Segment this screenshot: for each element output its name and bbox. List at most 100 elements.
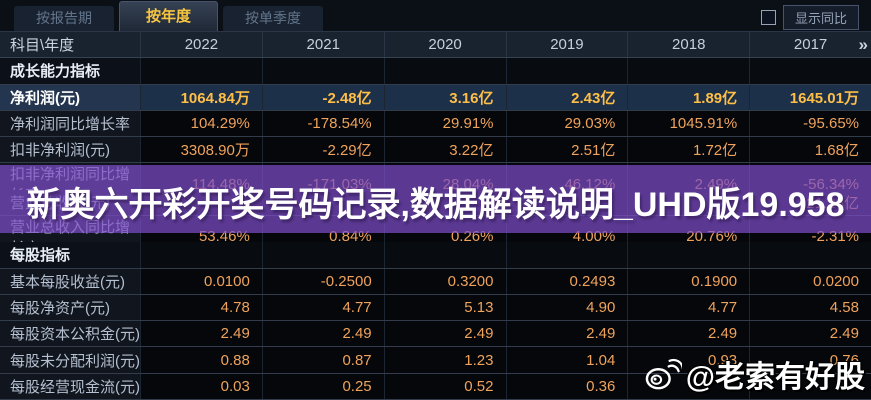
- cell: 2.43亿: [505, 84, 628, 110]
- cell: [140, 242, 262, 268]
- cell: [749, 373, 871, 399]
- cell: [261, 58, 384, 84]
- cell: 21.26亿: [749, 189, 871, 215]
- cell: 2.49: [261, 321, 384, 347]
- cell: 0.0200: [749, 268, 871, 294]
- cell: 4.77: [261, 294, 384, 321]
- cell: 0.0100: [140, 268, 262, 294]
- row-label: 基本每股收益(元): [0, 268, 140, 294]
- cell: -0.2500: [261, 268, 384, 294]
- table-row-net-profit[interactable]: 净利润(元) 1064.84万 -2.48亿 3.16亿 2.43亿 1.89亿…: [0, 84, 871, 111]
- row-label: 扣非净利润(元): [0, 137, 140, 163]
- cell: 4.77: [627, 294, 750, 321]
- cell: -2.29亿: [261, 137, 384, 163]
- header-year-2019: 2019: [505, 32, 628, 58]
- table-row-basic-eps[interactable]: 基本每股收益(元) 0.0100 -0.2500 0.3200 0.2493 0…: [0, 268, 871, 295]
- table-header-row: 科目\年度 2022 2021 2020 2019 2018 2017 »: [0, 32, 871, 59]
- section-label: 每股指标: [0, 242, 140, 268]
- cell: 2.49: [383, 321, 506, 347]
- table-row-operating-cashflow-per-share[interactable]: 每股经营现金流(元) 0.03 0.25 0.52 0.36: [0, 373, 871, 400]
- cell: 1645.01万: [749, 84, 871, 110]
- section-row-growth: 成长能力指标: [0, 58, 871, 85]
- table-row-net-asset-per-share[interactable]: 每股净资产(元) 4.78 4.77 5.13 4.90 4.77 4.58: [0, 294, 871, 322]
- table-row-total-revenue-yoy[interactable]: 营业总收入同比增长率 53.46% 0.84% 0.26% 4.00% 20.7…: [0, 215, 871, 258]
- row-label: 每股资本公积金(元): [0, 321, 140, 347]
- cell: [627, 189, 750, 215]
- cell: 1.72亿: [627, 137, 750, 163]
- financial-table: 科目\年度 2022 2021 2020 2019 2018 2017 » 成长…: [0, 32, 871, 400]
- cell: 29.91%: [383, 110, 506, 137]
- cell: 0.88: [140, 347, 262, 373]
- cell: 2.49: [505, 321, 628, 347]
- cell: 5.13: [383, 294, 506, 321]
- cell: 3.16亿: [383, 84, 506, 110]
- header-year-2022: 2022: [140, 32, 262, 58]
- row-label: 每股未分配利润(元): [0, 347, 140, 373]
- table-row-capital-reserve-per-share[interactable]: 每股资本公积金(元) 2.49 2.49 2.49 2.49 2.49 2.49: [0, 321, 871, 348]
- cell: 3308.90万: [140, 137, 262, 163]
- tab-report-period[interactable]: 按报告期: [14, 6, 114, 31]
- header-year-label: 2017: [793, 36, 828, 54]
- cell: 0.1900: [627, 268, 750, 294]
- row-label: 营业总收入(元): [0, 189, 140, 215]
- cell: 1.04: [505, 347, 628, 373]
- cell: 3.22亿: [383, 137, 506, 163]
- more-years-chevron-icon[interactable]: »: [858, 34, 869, 54]
- cell: 0.76: [749, 347, 871, 373]
- cell: [627, 58, 750, 84]
- table-row-net-profit-yoy[interactable]: 净利润同比增长率 104.29% -178.54% 29.91% 29.03% …: [0, 110, 871, 138]
- row-label: 净利润(元): [0, 84, 140, 110]
- cell: 0.03: [140, 373, 262, 399]
- cell: [749, 242, 871, 268]
- cell: 0.36: [505, 373, 628, 399]
- tab-single-quarter[interactable]: 按单季度: [223, 6, 324, 31]
- table-row-undistributed-profit-per-share[interactable]: 每股未分配利润(元) 0.88 0.87 1.23 1.04 0.93 0.76: [0, 347, 871, 374]
- cell: [140, 189, 262, 215]
- cell: 1.23: [383, 347, 506, 373]
- cell: 2.49: [627, 321, 750, 347]
- header-year-2021: 2021: [261, 32, 384, 58]
- cell: 0.87: [261, 347, 384, 373]
- row-label: 每股经营现金流(元): [0, 373, 140, 399]
- cell: [505, 242, 628, 268]
- cell: 1.89亿: [627, 84, 750, 110]
- cell: 0.25: [261, 373, 384, 399]
- table-row-deducted-profit[interactable]: 扣非净利润(元) 3308.90万 -2.29亿 3.22亿 2.51亿 1.7…: [0, 137, 871, 164]
- tab-bar: 按报告期 按年度 按单季度 显示同比: [0, 0, 871, 32]
- cell: 2.49: [749, 321, 871, 347]
- cell: [505, 58, 628, 84]
- cell: 4.58: [749, 294, 871, 321]
- cell: [383, 242, 506, 268]
- header-corner: 科目\年度: [0, 32, 140, 58]
- header-year-2018: 2018: [627, 32, 750, 58]
- cell: 2.49: [140, 321, 262, 347]
- section-row-per-share: 每股指标: [0, 242, 871, 269]
- cell: 0.3200: [383, 268, 506, 294]
- cell: 104.29%: [140, 110, 262, 137]
- row-label: 净利润同比增长率: [0, 110, 140, 137]
- header-year-2020: 2020: [383, 32, 506, 58]
- table-row-deducted-profit-yoy[interactable]: 扣非净利润同比增长率 114.48% -171.03% 28.04% 46.12…: [0, 163, 871, 206]
- section-label: 成长能力指标: [0, 58, 140, 84]
- cell: 1064.84万: [140, 84, 262, 110]
- cell: -178.54%: [261, 110, 384, 137]
- cell: -2.48亿: [261, 84, 384, 110]
- cell: 0.2493: [505, 268, 628, 294]
- cell: 2.51亿: [505, 137, 628, 163]
- show-yoy-checkbox[interactable]: [760, 10, 776, 25]
- cell: 1045.91%: [627, 110, 750, 137]
- cell: [140, 58, 262, 84]
- cell: 4.78: [140, 294, 262, 321]
- cell: [627, 242, 750, 268]
- table-row-total-revenue[interactable]: 营业总收入(元) 21.26亿: [0, 189, 871, 216]
- cell: [749, 58, 871, 84]
- header-year-2017: 2017 »: [749, 32, 871, 58]
- cell: [383, 58, 506, 84]
- cell: -95.65%: [749, 110, 871, 137]
- cell: 29.03%: [505, 110, 628, 137]
- tab-annual[interactable]: 按年度: [119, 1, 219, 31]
- show-yoy-label[interactable]: 显示同比: [782, 5, 859, 30]
- cell: [505, 189, 628, 215]
- cell: 4.90: [505, 294, 628, 321]
- cell: 1.68亿: [749, 137, 871, 163]
